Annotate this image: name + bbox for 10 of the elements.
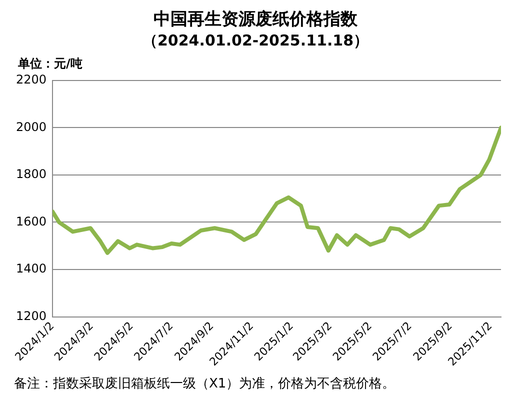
chart-title: 中国再生资源废纸价格指数 xyxy=(154,10,358,30)
text: 备注：指数采取废旧箱板纸一级（X1）为准，价格为不含税价格。 xyxy=(14,376,396,392)
y-tick-label: 1400 xyxy=(16,262,47,276)
y-tick-label: 1800 xyxy=(16,167,47,182)
y-tick-label: 2200 xyxy=(16,72,47,87)
y-tick-label: 1200 xyxy=(16,308,47,323)
y-tick-label: 1600 xyxy=(16,214,47,228)
chart-subtitle: （2024.01.02-2025.11.18） xyxy=(142,31,369,50)
y-tick-label: 2000 xyxy=(16,120,47,134)
y-axis-title: 单位：元/吨 xyxy=(17,56,82,71)
